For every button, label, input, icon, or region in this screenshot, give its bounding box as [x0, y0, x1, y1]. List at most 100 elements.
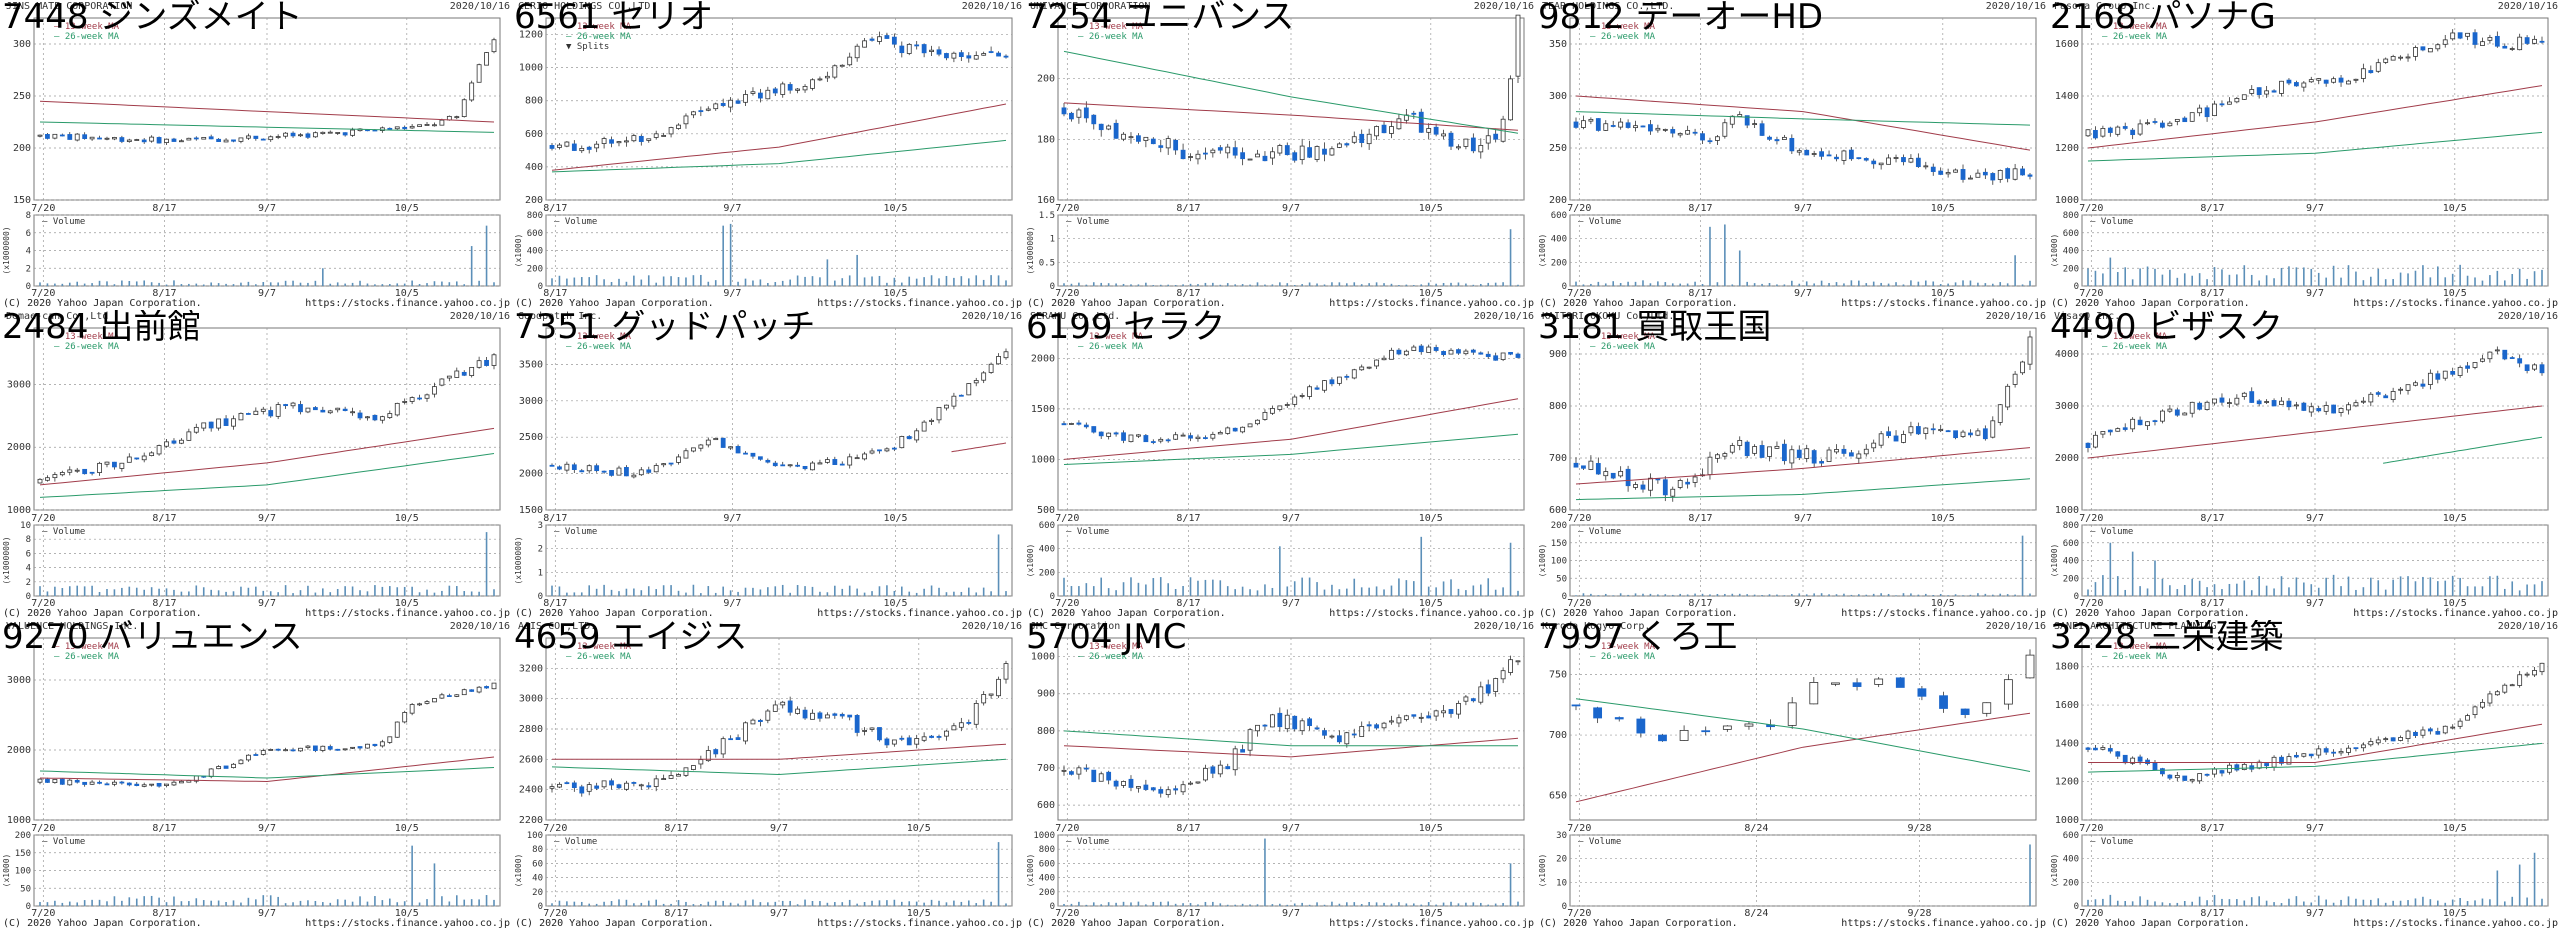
stock-panel[interactable]: SERAKU Co.,Ltd. 6199 セラク 2020/10/16 — 13-we…	[1024, 310, 1536, 620]
candle-body	[698, 444, 704, 449]
candle-body	[1292, 396, 1298, 405]
candle-body	[2279, 756, 2284, 764]
stock-panel[interactable]: AJIS CO.,LTD. 4659 エイジス 2020/10/16 — 13-wee…	[512, 620, 1024, 930]
candle-body	[2323, 405, 2329, 412]
legend-ma26: — 26-week MA	[1078, 32, 1144, 42]
source-link[interactable]: https://stocks.finance.yahoo.co.jp	[817, 608, 1022, 619]
candle-body	[2502, 349, 2508, 360]
candle-body	[1277, 712, 1283, 728]
stock-panel[interactable]: JMC Corporation 5704 JMC 2020/10/16 — 13-we…	[1024, 620, 1536, 930]
candle-body	[1418, 345, 1424, 353]
stock-panel[interactable]: Goodpatch Inc. 7351 グッドパッチ 2020/10/16 — 13-…	[512, 310, 1024, 620]
stock-panel[interactable]: UNIVANCE CORPORATION 7254 ユニバンス 2020/10/16…	[1024, 0, 1536, 310]
candle-body	[1737, 114, 1743, 117]
x-tick-label: 7/20	[31, 908, 55, 919]
stock-title: 3181 買取王国	[1538, 310, 1772, 347]
x-tick-label: 8/24	[1744, 908, 1768, 919]
source-link[interactable]: https://stocks.finance.yahoo.co.jp	[1841, 608, 2046, 619]
candle-body	[1374, 126, 1379, 137]
chart-date: 2020/10/16	[961, 1, 1022, 12]
candle-body	[996, 356, 1001, 365]
volume-tick-label: 200	[15, 831, 31, 841]
candle-body	[1299, 145, 1305, 161]
candle-body	[891, 739, 897, 745]
source-link[interactable]: https://stocks.finance.yahoo.co.jp	[1329, 298, 1534, 309]
candle-body	[1426, 715, 1432, 719]
candle-body	[564, 141, 570, 147]
candle-body	[97, 462, 102, 473]
candle-body	[1493, 133, 1499, 140]
candle-body	[253, 135, 259, 139]
candle-body	[1715, 136, 1720, 141]
candle-body	[2346, 404, 2351, 411]
candle-body	[1722, 725, 1732, 730]
source-link[interactable]: https://stocks.finance.yahoo.co.jp	[817, 918, 1022, 929]
x-tick-label: 10/5	[883, 598, 907, 609]
candle-body	[862, 730, 867, 732]
copyright-text: (C) 2020 Yahoo Japan Corporation.	[3, 608, 202, 619]
candle-body	[446, 695, 452, 697]
ma13-line	[1575, 95, 2031, 151]
x-tick-label: 10/5	[1419, 823, 1443, 834]
x-tick-label: 10/5	[2443, 823, 2467, 834]
stock-panel[interactable]: Pasona Group Inc. 2168 パソナG 2020/10/16 — 13…	[2048, 0, 2560, 310]
source-link[interactable]: https://stocks.finance.yahoo.co.jp	[2353, 918, 2558, 929]
candle-body	[1136, 434, 1141, 437]
candle-body	[557, 144, 562, 148]
source-link[interactable]: https://stocks.finance.yahoo.co.jp	[305, 608, 510, 619]
stock-panel[interactable]: TEAR HOLDINGS CO.,LTD. 9812 テーオーHD 2020/10…	[1536, 0, 2048, 310]
candle-body	[1351, 733, 1357, 736]
candle-body	[1262, 155, 1268, 162]
candle-body	[631, 474, 637, 478]
legend-ma26: — 26-week MA	[1078, 342, 1144, 352]
candle-body	[179, 780, 184, 784]
candle-body	[854, 457, 860, 460]
source-link[interactable]: https://stocks.finance.yahoo.co.jp	[305, 298, 510, 309]
x-tick-label: 10/5	[883, 513, 907, 524]
stock-panel[interactable]: CERIO HOLDINGS CO.,LTD 6561 セリオ 2020/10/16…	[512, 0, 1024, 310]
price-tick-label: 1200	[519, 30, 543, 41]
source-link[interactable]: https://stocks.finance.yahoo.co.jp	[2353, 298, 2558, 309]
volume-tick-label: 400	[1039, 545, 1055, 555]
source-link[interactable]: https://stocks.finance.yahoo.co.jp	[1841, 298, 2046, 309]
stock-panel[interactable]: VALUENCE HOLDINGS Inc. 9270 バリュエンス 2020/10…	[0, 620, 512, 930]
candle-body	[2375, 62, 2381, 72]
stock-panel[interactable]: Kuroda Kogyo Corp. 7997 くろ工 2020/10/16 — 13…	[1536, 620, 2048, 930]
source-link[interactable]: https://stocks.finance.yahoo.co.jp	[1329, 918, 1534, 929]
candle-body	[417, 397, 422, 400]
candle-body	[171, 440, 177, 444]
candle-body	[2279, 400, 2284, 406]
volume-tick-label: 100	[15, 867, 31, 877]
candle-body	[1381, 124, 1387, 134]
source-link[interactable]: https://stocks.finance.yahoo.co.jp	[1841, 918, 2046, 929]
candle-body	[2338, 77, 2344, 83]
candle-body	[1729, 115, 1735, 125]
candle-body	[891, 36, 897, 45]
stock-panel[interactable]: VisasQ Inc. 4490 ビザスク 2020/10/16 — 13-week …	[2048, 310, 2560, 620]
candle-body	[312, 745, 318, 751]
stock-panel[interactable]: JINS MATE CORPORATION 7448 ジンズメイト 2020/10/…	[0, 0, 512, 310]
stock-panel[interactable]: SANEI ARCHITECTURE PLANNING 3228 三栄建築 2020…	[2048, 620, 2560, 930]
stock-panel[interactable]: KAITORI OKOKU Co.,Ltd. 3181 買取王国 2020/10/1…	[1536, 310, 2048, 620]
candle-body	[817, 712, 823, 719]
candle-body	[1106, 771, 1112, 781]
candle-body	[432, 698, 437, 703]
stock-panel[interactable]: Demae-can Co.,Ltd 2484 出前館 2020/10/16 — 13-…	[0, 310, 512, 620]
candle-body	[283, 132, 289, 137]
candle-body	[1381, 722, 1387, 729]
candle-body	[1336, 376, 1342, 384]
legend-ma26: — 26-week MA	[54, 652, 120, 662]
x-tick-label: 10/5	[1419, 203, 1443, 214]
source-link[interactable]: https://stocks.finance.yahoo.co.jp	[817, 298, 1022, 309]
candle-body	[2160, 410, 2165, 422]
source-link[interactable]: https://stocks.finance.yahoo.co.jp	[2353, 608, 2558, 619]
candle-body	[1299, 720, 1305, 732]
candle-body	[2353, 747, 2359, 750]
candle-body	[45, 134, 50, 139]
candle-body	[1878, 433, 1884, 446]
candle-body	[2107, 748, 2113, 752]
candle-body	[832, 459, 838, 465]
source-link[interactable]: https://stocks.finance.yahoo.co.jp	[1329, 608, 1534, 619]
candle-body	[2085, 442, 2091, 448]
source-link[interactable]: https://stocks.finance.yahoo.co.jp	[305, 918, 510, 929]
